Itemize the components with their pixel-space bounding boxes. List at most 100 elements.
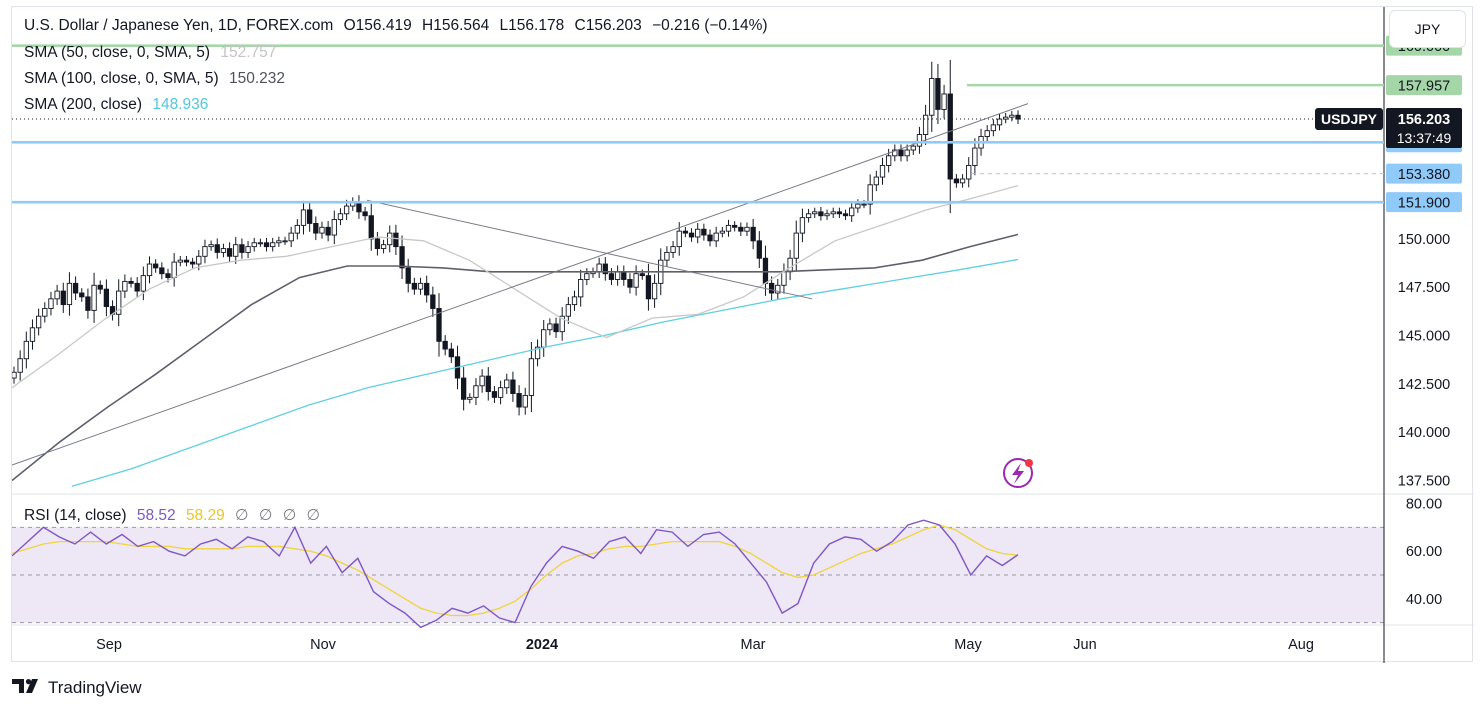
candle-body-up [633,273,639,288]
candle [645,263,652,311]
candle [134,277,140,298]
candle-body-down [491,391,498,398]
candle-body-up [670,246,676,253]
tradingview-logo-icon [12,678,44,698]
candle-body-up [257,242,264,245]
candle [584,268,590,286]
candle-body-down [424,282,430,296]
candle-body-down [818,211,824,217]
tradingview-logo[interactable]: TradingView [12,678,142,698]
ohlc-high: H156.564 [422,17,490,34]
chart-frame[interactable]: 160.000157.957155.000153.380151.900USDJP… [11,6,1474,663]
candle-body-up [522,394,528,408]
candle [738,222,744,237]
level-label-box [1386,192,1462,213]
sma100-value: 150.232 [229,70,286,87]
rsi-legend[interactable]: RSI (14, close) 58.52 58.29 ∅ ∅ ∅ ∅ [24,506,326,525]
falling-trendline [366,199,813,300]
candle-body-down [183,259,190,263]
candle-body-up [695,228,701,238]
candle-body-up [23,340,29,360]
candle-body-down [374,238,381,250]
candle-body-up [48,298,54,309]
ohlc-open: O156.419 [343,17,412,34]
candle [288,226,294,248]
candle-body-down [602,263,608,275]
candle-body-down [682,230,689,234]
candle [596,257,602,279]
candle-body-up [886,155,892,166]
candle [633,265,639,296]
candle [836,207,843,218]
candle-body-up [66,282,73,306]
price-tick-label: 147.500 [1398,280,1450,296]
candle [282,236,288,245]
candle [781,263,787,294]
candle-body-down [165,273,171,279]
candle [682,227,689,238]
candle [571,290,578,311]
candle [510,371,516,402]
candle [805,208,812,223]
candle-body-up [17,358,23,373]
candle [670,241,676,258]
candle-body-down [79,292,85,298]
candle-body-down [516,393,522,408]
candle [356,195,362,219]
sma50-value: 152.757 [220,44,277,61]
candle-body-down [738,226,744,232]
candle-body-up [713,232,719,242]
candle [578,269,584,307]
candle [276,236,282,247]
candle [350,197,356,211]
candle [448,342,454,364]
candle [516,385,522,416]
candle [97,280,103,295]
candle [559,307,565,341]
candle-body-down [442,340,448,350]
candle [608,268,615,286]
lightning-icon[interactable] [1003,458,1033,488]
candle [79,288,85,302]
candle [257,238,264,247]
candle [202,239,208,264]
candle [208,240,214,251]
candle-body-up [251,242,257,248]
chart-canvas[interactable]: 160.000157.957155.000153.380151.900USDJP… [12,7,1474,663]
candle [1015,110,1021,124]
candle [479,369,485,393]
candle-body-up [177,259,183,263]
candle [473,378,479,406]
candle-body-up [220,248,227,253]
lightning-icon-badge [1025,459,1033,467]
candle [331,210,337,245]
countdown-value: 13:37:49 [1397,130,1452,146]
candle [590,267,596,278]
candle [953,174,960,188]
candle [171,253,177,287]
candle-body-up [534,346,541,360]
candle-body-up [12,371,17,379]
candle-body-up [337,213,344,221]
rising-trendline [12,103,1029,466]
candle [226,242,233,263]
candle [713,226,719,248]
candle [565,296,572,324]
candle-body-up [497,387,504,398]
current-price-value: 156.203 [1398,112,1450,128]
candle-body-up [270,242,276,248]
candle-body-up [966,165,972,180]
candle [534,339,541,367]
candle-body-down [436,308,442,342]
sma200-legend[interactable]: SMA (200, close) 148.936 [24,96,214,114]
candle [651,274,658,308]
candle [128,277,134,288]
candle-body-up [812,211,818,215]
candle [153,259,159,273]
sma100-legend[interactable]: SMA (100, close, 0, SMA, 5) 150.232 [24,70,291,88]
candle-body-down [103,288,110,307]
currency-button[interactable]: JPY [1389,10,1466,48]
candle [263,237,270,252]
sma50-legend[interactable]: SMA (50, close, 0, SMA, 5) 152.757 [24,44,282,62]
candle [399,235,405,280]
